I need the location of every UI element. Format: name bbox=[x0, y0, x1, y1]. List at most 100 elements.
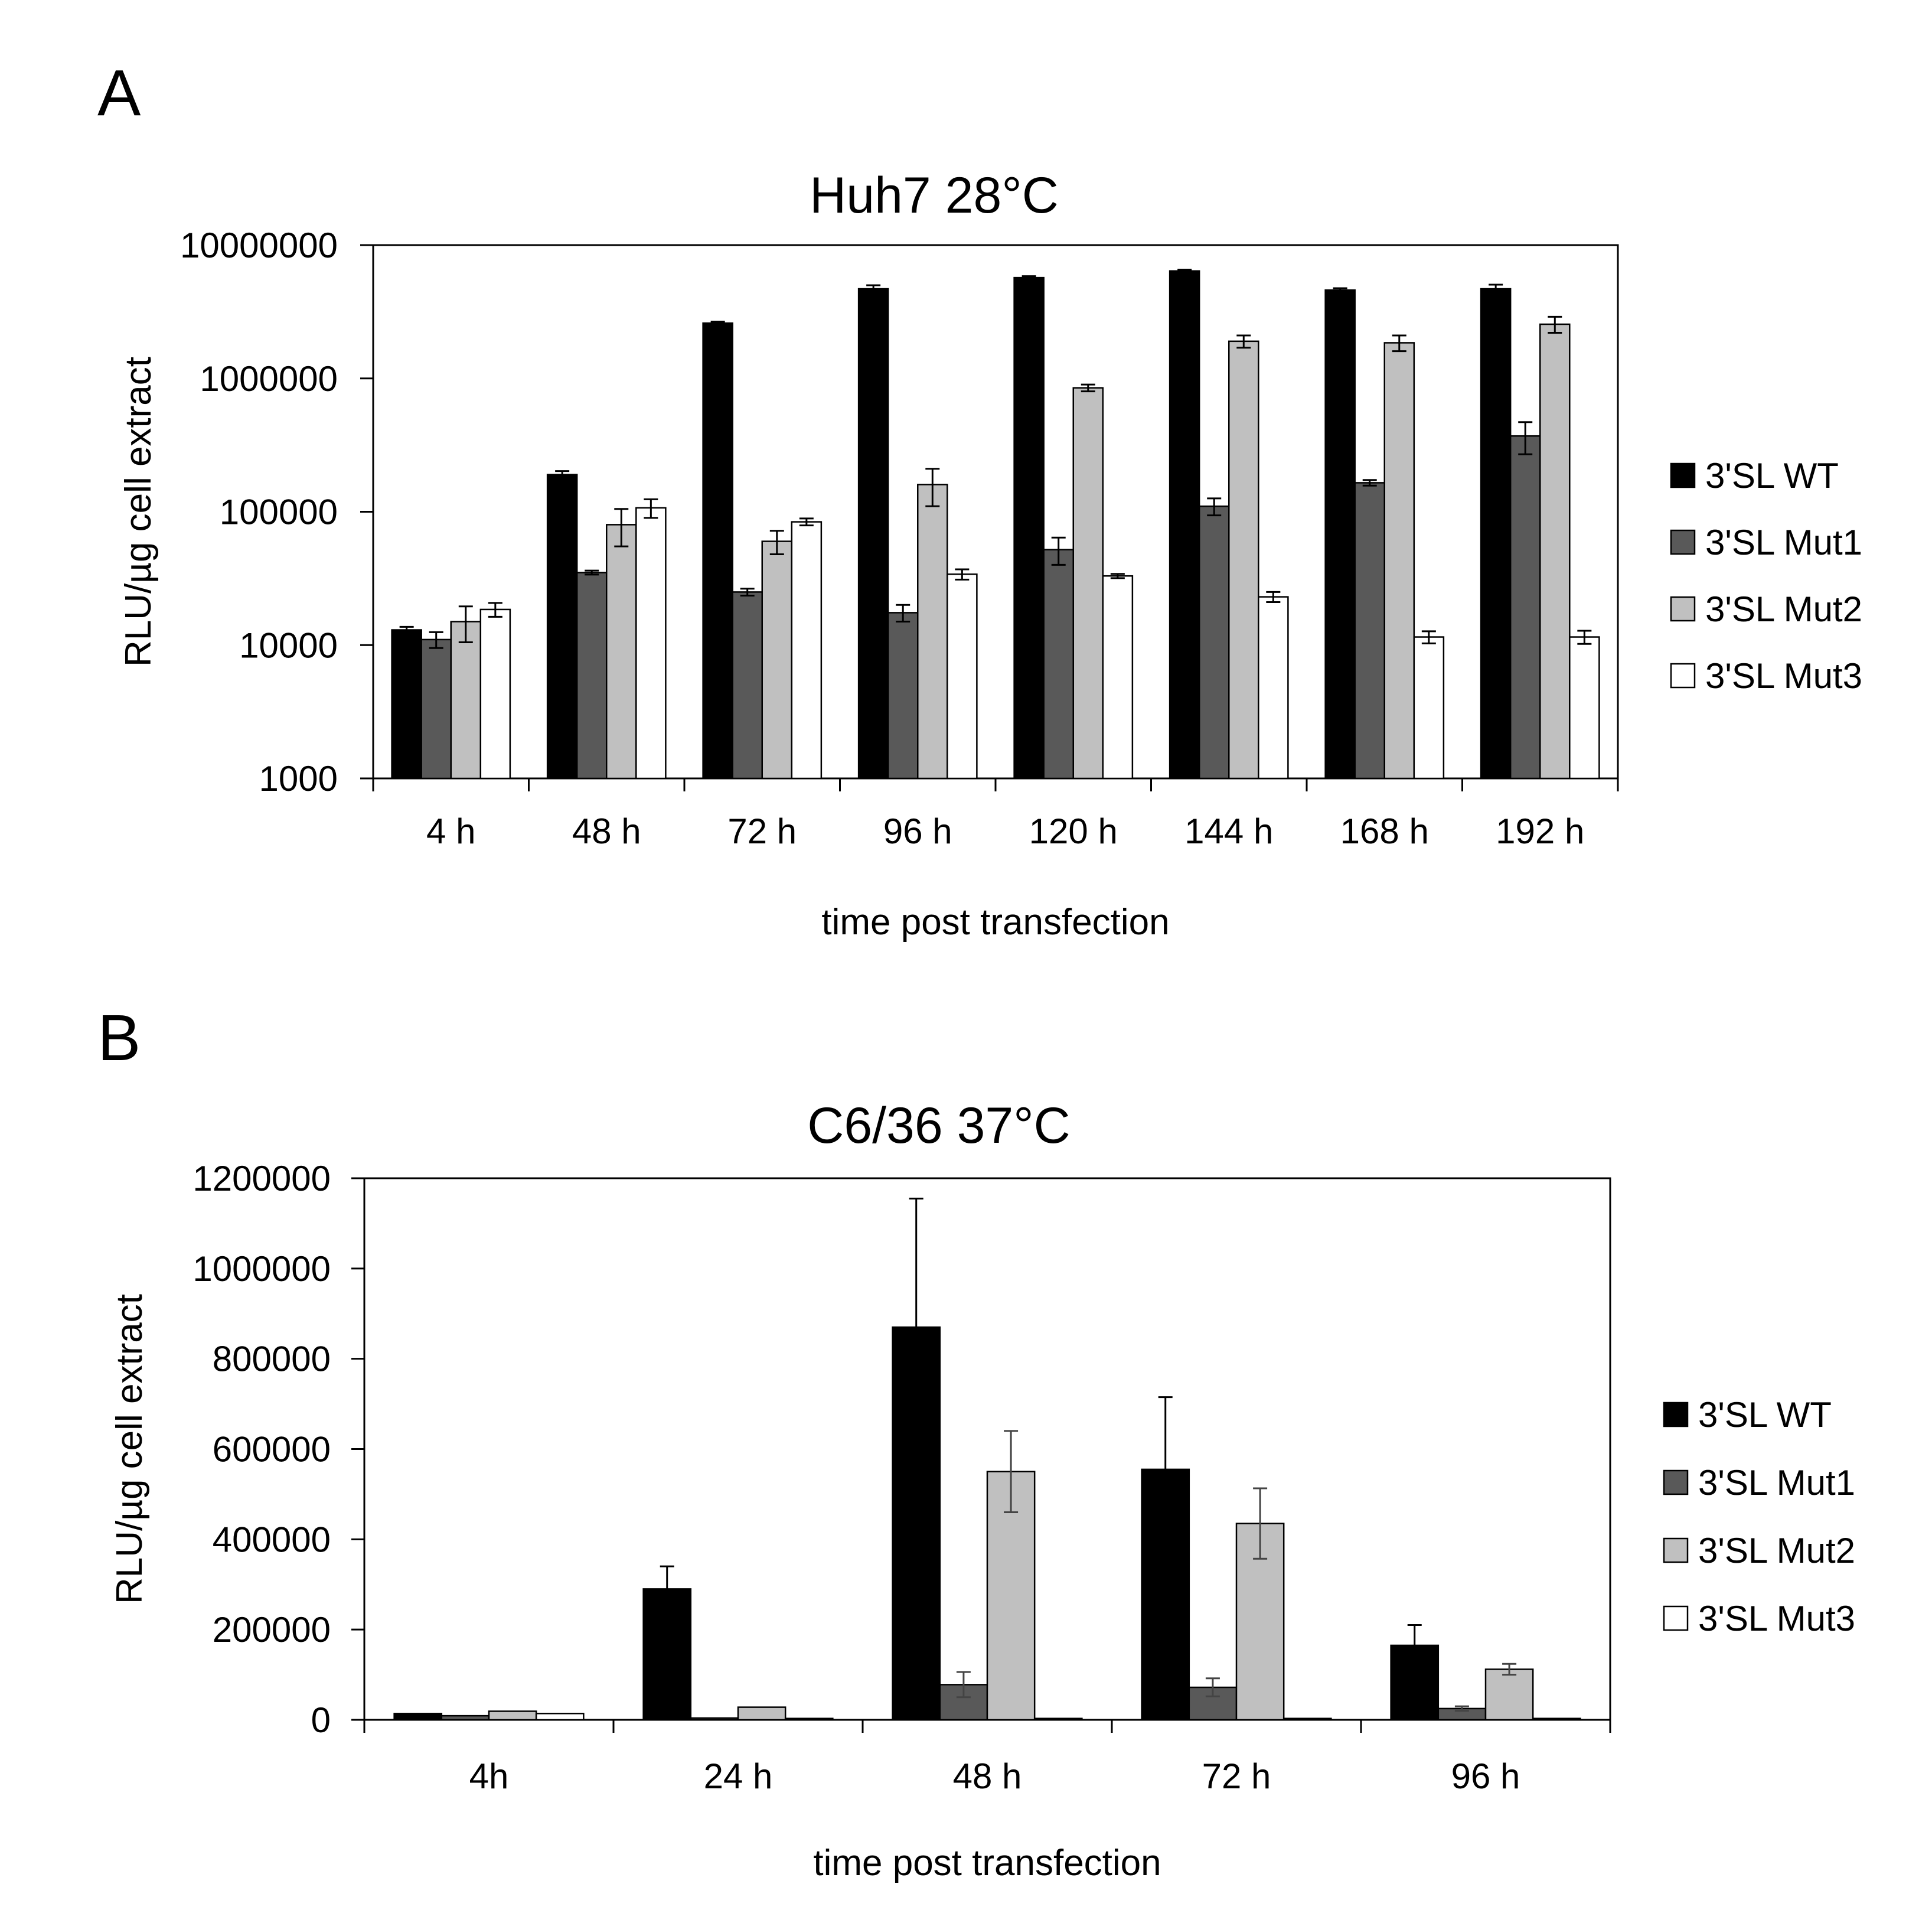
legend-swatch bbox=[1670, 663, 1696, 689]
legend: 3'SL WT 3'SL Mut1 3'SL Mut2 3'SL Mut3 bbox=[1670, 456, 1862, 696]
bar bbox=[791, 521, 823, 780]
bar bbox=[391, 629, 422, 780]
legend-swatch bbox=[1663, 1537, 1689, 1563]
y-tick-label: 100000 bbox=[220, 493, 338, 532]
bar bbox=[1258, 596, 1289, 780]
bar bbox=[702, 322, 733, 780]
x-axis-label: time post transfection bbox=[813, 1843, 1161, 1883]
y-tick-label: 1000000 bbox=[192, 1249, 331, 1289]
x-tick-label: 72 h bbox=[1202, 1756, 1271, 1796]
bar bbox=[1324, 289, 1356, 780]
bar bbox=[732, 591, 763, 780]
bar bbox=[450, 621, 482, 780]
bar bbox=[1509, 435, 1541, 780]
bar bbox=[1383, 342, 1415, 780]
panel-label: B bbox=[97, 1002, 141, 1074]
x-tick-label: 96 h bbox=[883, 811, 952, 851]
bar bbox=[1141, 1468, 1190, 1721]
chart-title: C6/36 37°C bbox=[807, 1097, 1071, 1154]
bar bbox=[690, 1717, 739, 1721]
legend-label: 3'SL Mut3 bbox=[1698, 1599, 1855, 1638]
y-tick-label: 10000000 bbox=[180, 226, 338, 265]
bar bbox=[1198, 505, 1230, 780]
y-tick-label: 800000 bbox=[213, 1339, 331, 1379]
x-tick-label: 48 h bbox=[572, 811, 641, 851]
y-tick-label: 600000 bbox=[213, 1430, 331, 1469]
x-tick-label: 192 h bbox=[1496, 811, 1584, 851]
bar bbox=[1569, 636, 1600, 780]
legend-label: 3'SL Mut2 bbox=[1705, 589, 1862, 629]
bar bbox=[1169, 270, 1200, 780]
legend-swatch bbox=[1663, 1605, 1689, 1631]
bar bbox=[761, 540, 793, 780]
legend-swatch bbox=[1670, 462, 1696, 488]
legend-label: 3'SL Mut1 bbox=[1705, 523, 1862, 562]
legend-swatch bbox=[1663, 1469, 1689, 1495]
bar bbox=[393, 1713, 443, 1721]
bar bbox=[535, 1713, 585, 1721]
y-tick-label: 400000 bbox=[213, 1520, 331, 1559]
legend-label: 3'SL Mut1 bbox=[1698, 1463, 1855, 1502]
bar bbox=[857, 288, 889, 780]
bar bbox=[947, 573, 978, 780]
x-tick-label: 168 h bbox=[1340, 811, 1429, 851]
bar bbox=[737, 1706, 786, 1721]
bar bbox=[576, 572, 608, 780]
bar bbox=[1484, 1668, 1534, 1721]
x-tick-label: 72 h bbox=[727, 811, 797, 851]
bar bbox=[1480, 288, 1512, 780]
bar bbox=[887, 612, 919, 780]
bar bbox=[546, 474, 578, 780]
y-tick-label: 1200000 bbox=[192, 1159, 331, 1198]
legend-label: 3'SL Mut2 bbox=[1698, 1531, 1855, 1570]
panel-label: A bbox=[97, 57, 141, 129]
bar bbox=[1354, 482, 1386, 780]
bar bbox=[1228, 340, 1259, 780]
y-tick-label: 10000 bbox=[239, 625, 338, 665]
bar bbox=[606, 524, 637, 780]
y-axis-label: RLU/µg cell extract bbox=[118, 357, 159, 667]
bar bbox=[642, 1588, 692, 1721]
bar bbox=[1413, 636, 1445, 780]
x-tick-label: 4 h bbox=[426, 811, 475, 851]
bar bbox=[1043, 549, 1075, 780]
legend: 3'SL WT 3'SL Mut1 3'SL Mut2 3'SL Mut3 bbox=[1663, 1395, 1855, 1638]
x-axis-label: time post transfection bbox=[821, 902, 1169, 943]
legend-swatch bbox=[1670, 596, 1696, 622]
x-tick-label: 120 h bbox=[1029, 811, 1118, 851]
y-axis-label: RLU/µg cell extract bbox=[109, 1294, 150, 1604]
bar bbox=[1013, 276, 1045, 780]
bar bbox=[488, 1710, 537, 1721]
chart-panel-b: B C6/36 37°C 0 200000 400000 600000 800000 1000… bbox=[97, 1002, 1855, 1883]
x-tick-label: 48 h bbox=[953, 1756, 1022, 1796]
bar bbox=[635, 507, 667, 780]
y-tick-label: 0 bbox=[311, 1700, 331, 1740]
bar bbox=[1539, 323, 1571, 780]
legend-swatch bbox=[1670, 529, 1696, 555]
bar bbox=[1102, 575, 1134, 780]
legend-label: 3'SL WT bbox=[1705, 456, 1839, 496]
chart-title: Huh7 28°C bbox=[810, 167, 1059, 224]
x-tick-label: 4h bbox=[469, 1756, 509, 1796]
x-tick-label: 144 h bbox=[1184, 811, 1273, 851]
legend-swatch bbox=[1663, 1401, 1689, 1427]
x-tick-label: 96 h bbox=[1451, 1756, 1520, 1796]
legend-label: 3'SL Mut3 bbox=[1705, 656, 1862, 696]
y-tick-label: 1000000 bbox=[200, 359, 338, 399]
bar bbox=[1532, 1717, 1581, 1721]
bar bbox=[1033, 1717, 1083, 1721]
y-tick-label: 1000 bbox=[259, 759, 338, 798]
bar bbox=[1390, 1644, 1440, 1721]
x-tick-label: 24 h bbox=[704, 1756, 773, 1796]
bar bbox=[1282, 1717, 1332, 1721]
bar bbox=[784, 1717, 834, 1721]
bar bbox=[440, 1715, 490, 1721]
bar bbox=[917, 484, 948, 780]
bar bbox=[1072, 387, 1104, 780]
bar bbox=[892, 1326, 941, 1721]
y-tick-label: 200000 bbox=[213, 1610, 331, 1650]
legend-label: 3'SL WT bbox=[1698, 1395, 1832, 1435]
bar bbox=[420, 638, 452, 780]
chart-panel-a: A Huh7 28°C 1000 10000 100000 1000000 10000000… bbox=[97, 57, 1862, 943]
